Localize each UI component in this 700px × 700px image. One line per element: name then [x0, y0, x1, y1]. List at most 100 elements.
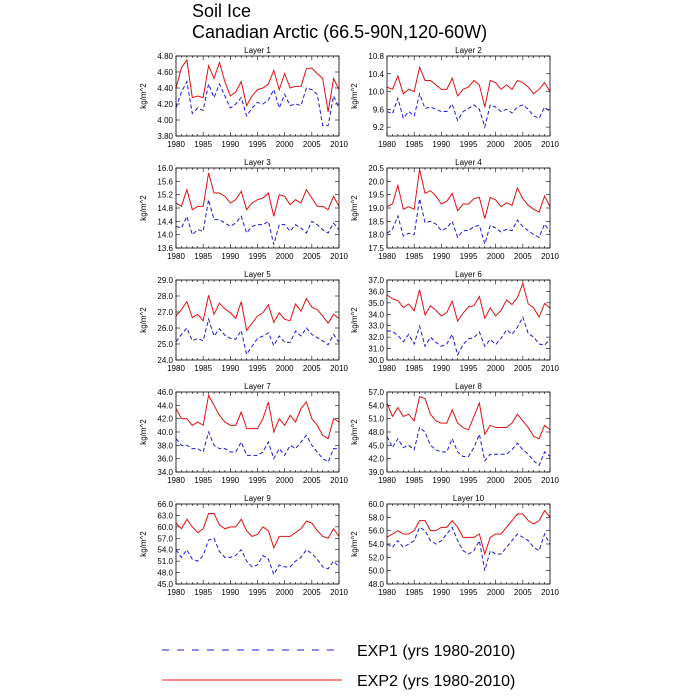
- y-tick-label: 34.0: [157, 468, 173, 477]
- x-tick-label: 1995: [460, 588, 478, 597]
- y-tick-label: 63.0: [157, 511, 173, 520]
- x-tick-label: 1980: [378, 588, 396, 597]
- chart-panel-5: Layer 5 kg/m^2 1980 1985 1990 1995 2000 2005 201…: [139, 270, 348, 373]
- x-tick-label: 2010: [330, 476, 348, 485]
- figure-title: Soil Ice: [192, 1, 251, 21]
- panel-title: Layer 10: [453, 494, 485, 503]
- y-tick-label: 18.0: [368, 231, 384, 240]
- x-tick-label: 2000: [276, 252, 294, 261]
- x-tick-label: 2010: [330, 252, 348, 261]
- x-tick-label: 1995: [460, 140, 478, 149]
- x-tick-label: 1985: [405, 140, 423, 149]
- panel-title: Layer 8: [455, 382, 482, 391]
- x-tick-label: 1985: [194, 588, 212, 597]
- y-tick-label: 15.6: [157, 177, 173, 186]
- y-tick-label: 54.0: [368, 401, 384, 410]
- y-tick-label: 45.0: [368, 441, 384, 450]
- series-line-exp2: [175, 513, 340, 550]
- y-tick-label: 27.0: [157, 308, 173, 317]
- y-tick-label: 33.0: [368, 322, 384, 331]
- x-tick-label: 1980: [167, 588, 185, 597]
- y-tick-label: 39.0: [368, 468, 384, 477]
- y-tick-label: 52.0: [368, 553, 384, 562]
- x-tick-label: 2005: [514, 252, 532, 261]
- panel-title: Layer 1: [244, 46, 271, 55]
- x-tick-label: 1980: [378, 140, 396, 149]
- y-axis-label: kg/m^2: [139, 83, 148, 109]
- x-tick-label: 1995: [460, 364, 478, 373]
- y-tick-label: 46.0: [157, 388, 173, 397]
- chart-panel-4: Layer 4 kg/m^2 1980 1985 1990 1995 2000 2005 201…: [350, 158, 559, 261]
- y-tick-label: 4.60: [157, 68, 173, 77]
- x-tick-label: 2005: [303, 476, 321, 485]
- x-tick-label: 1990: [221, 476, 239, 485]
- series-line-exp1: [175, 317, 340, 356]
- series-line-exp2: [386, 281, 551, 323]
- y-axis-label: kg/m^2: [139, 531, 148, 557]
- chart-panel-1: Layer 1 kg/m^2 1980 1985 1990 1995 2000 2005 201…: [139, 46, 348, 149]
- plot-frame: [175, 279, 340, 361]
- y-tick-label: 32.0: [368, 333, 384, 342]
- chart-panel-7: Layer 7 kg/m^2 1980 1985 1990 1995 2000 2005 201…: [139, 382, 348, 485]
- chart-panels: Layer 1 kg/m^2 1980 1985 1990 1995 2000 2005 201…: [139, 46, 559, 597]
- x-tick-label: 1980: [378, 364, 396, 373]
- plot-frame: [386, 503, 551, 585]
- y-tick-label: 14.4: [157, 217, 173, 226]
- x-tick-label: 1990: [432, 140, 450, 149]
- plot-frame: [386, 167, 551, 249]
- y-tick-label: 38.0: [157, 441, 173, 450]
- y-tick-label: 60.0: [368, 500, 384, 509]
- x-tick-label: 2005: [303, 140, 321, 149]
- figure-subtitle: Canadian Arctic (66.5-90N,120-60W): [192, 22, 487, 42]
- x-tick-label: 1985: [405, 476, 423, 485]
- y-tick-label: 19.5: [368, 191, 384, 200]
- series-line-exp2: [175, 58, 340, 113]
- y-tick-label: 29.0: [157, 276, 173, 285]
- y-axis-label: kg/m^2: [350, 419, 359, 445]
- x-tick-label: 1995: [460, 476, 478, 485]
- x-tick-label: 2005: [303, 364, 321, 373]
- legend-label-exp1: EXP1 (yrs 1980-2010): [357, 643, 515, 660]
- panel-title: Layer 4: [455, 158, 482, 167]
- x-tick-label: 1985: [194, 476, 212, 485]
- x-tick-label: 1995: [460, 252, 478, 261]
- y-tick-label: 25.0: [157, 340, 173, 349]
- y-tick-label: 16.0: [157, 164, 173, 173]
- plot-frame: [175, 391, 340, 473]
- series-line-exp1: [386, 315, 551, 357]
- x-tick-label: 2010: [541, 476, 559, 485]
- series-line-exp2: [175, 295, 340, 332]
- y-tick-label: 18.5: [368, 217, 384, 226]
- chart-panel-10: Layer 10 kg/m^2 1980 1985 1990 1995 2000 2005 20…: [350, 494, 559, 597]
- x-tick-label: 1985: [405, 588, 423, 597]
- series-line-exp1: [175, 430, 339, 463]
- x-tick-label: 1990: [432, 252, 450, 261]
- x-tick-label: 2010: [541, 140, 559, 149]
- x-tick-label: 1995: [249, 252, 267, 261]
- y-tick-label: 57.0: [157, 534, 173, 543]
- y-tick-label: 51.0: [157, 557, 173, 566]
- y-tick-label: 24.0: [157, 356, 173, 365]
- x-tick-label: 1985: [194, 140, 212, 149]
- series-line-exp1: [175, 537, 340, 576]
- x-tick-label: 1985: [194, 252, 212, 261]
- x-tick-label: 2000: [487, 476, 505, 485]
- x-tick-label: 2005: [303, 588, 321, 597]
- chart-panel-9: Layer 9 kg/m^2 1980 1985 1990 1995 2000 2005 201…: [139, 494, 348, 597]
- series-line-exp2: [386, 169, 551, 219]
- y-tick-label: 14.0: [157, 231, 173, 240]
- y-tick-label: 60.0: [157, 523, 173, 532]
- series-line-exp1: [386, 526, 551, 571]
- y-tick-label: 37.0: [368, 276, 384, 285]
- plot-frame: [386, 391, 551, 473]
- y-axis-label: kg/m^2: [350, 195, 359, 221]
- y-tick-label: 56.0: [368, 527, 384, 536]
- x-tick-label: 1980: [167, 476, 185, 485]
- y-tick-label: 4.80: [157, 52, 173, 61]
- y-tick-label: 36.0: [157, 455, 173, 464]
- y-axis-label: kg/m^2: [350, 531, 359, 557]
- x-tick-label: 1990: [432, 364, 450, 373]
- y-tick-label: 9.2: [373, 123, 385, 132]
- x-tick-label: 2005: [514, 476, 532, 485]
- y-tick-label: 3.80: [157, 132, 173, 141]
